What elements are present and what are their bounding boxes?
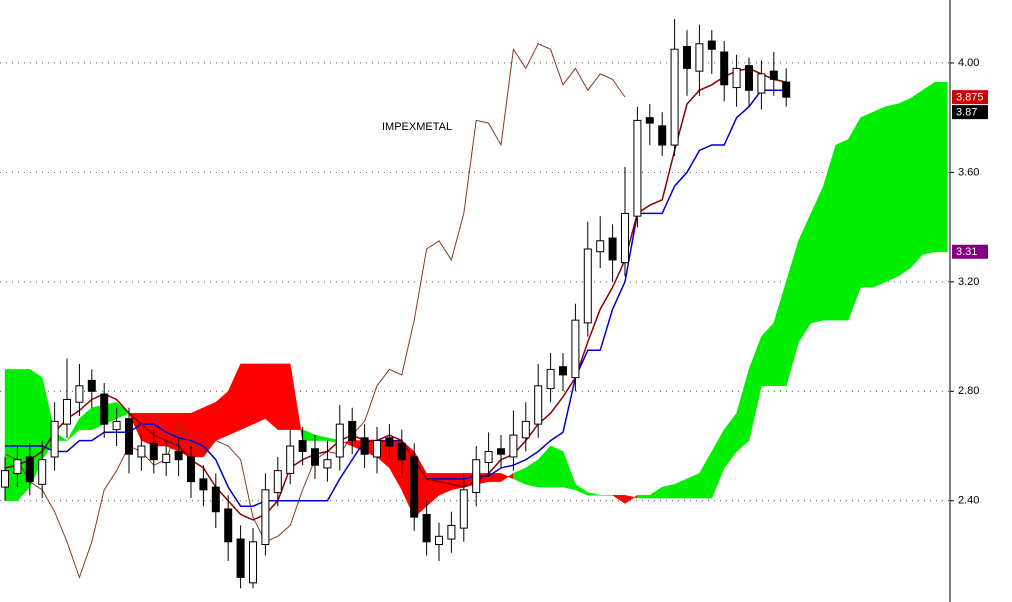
candle-body bbox=[149, 442, 158, 461]
candle-body bbox=[25, 456, 34, 483]
candle-body bbox=[249, 541, 257, 584]
cloud-segment bbox=[847, 116, 861, 321]
candle-body bbox=[583, 248, 592, 324]
candle-body bbox=[348, 420, 357, 442]
candle-body bbox=[459, 489, 468, 529]
candle-body bbox=[1, 470, 9, 488]
candle-body bbox=[273, 470, 282, 494]
candle-body bbox=[211, 486, 220, 513]
candle-body bbox=[174, 451, 183, 461]
candle-body bbox=[50, 420, 59, 458]
cloud-segment bbox=[153, 412, 167, 447]
candle-body bbox=[137, 445, 146, 458]
candle-body bbox=[559, 366, 567, 376]
cloud-segment bbox=[637, 495, 651, 499]
candle-body bbox=[782, 81, 791, 98]
price-label-box bbox=[952, 90, 988, 105]
candle-body bbox=[769, 70, 778, 80]
candle-body bbox=[745, 65, 753, 91]
candle-body bbox=[236, 538, 245, 578]
candle-body bbox=[521, 420, 530, 439]
candle-body bbox=[298, 440, 307, 452]
candle-body bbox=[645, 117, 654, 124]
candle-body bbox=[435, 535, 443, 546]
cloud-segment bbox=[885, 103, 899, 283]
cloud-segment bbox=[240, 363, 254, 430]
candle-body bbox=[596, 240, 605, 253]
candle-body bbox=[546, 368, 555, 390]
candle-body bbox=[397, 442, 406, 461]
candle-body bbox=[757, 73, 766, 94]
cloud-segment bbox=[277, 363, 291, 430]
candle-body bbox=[422, 513, 431, 543]
candle-body bbox=[707, 40, 716, 50]
cloud-segment bbox=[178, 412, 192, 458]
candle-body bbox=[38, 459, 47, 485]
cloud-segment bbox=[190, 407, 204, 458]
candle-body bbox=[695, 43, 704, 72]
y-tick-label: 3.60 bbox=[958, 166, 979, 178]
cloud-segment bbox=[835, 139, 849, 321]
candle-body bbox=[162, 453, 171, 463]
cloud-segment bbox=[934, 81, 948, 252]
candle-body bbox=[199, 478, 208, 491]
cloud-segment bbox=[587, 492, 601, 496]
candle-body bbox=[534, 385, 543, 425]
candle-body bbox=[100, 393, 109, 425]
candle-body bbox=[224, 508, 233, 543]
candle-body bbox=[63, 399, 71, 425]
candle-body bbox=[670, 48, 679, 146]
chart-title: IMPEXMETAL bbox=[382, 121, 452, 133]
candle-body bbox=[509, 434, 518, 458]
candle-body bbox=[497, 448, 505, 455]
candle-body bbox=[385, 437, 394, 447]
candle-body bbox=[608, 237, 617, 261]
candle-body bbox=[360, 437, 369, 455]
candle-body bbox=[484, 451, 493, 463]
candle-body bbox=[286, 445, 295, 474]
indicator-line bbox=[4, 67, 787, 521]
candle-body bbox=[187, 456, 195, 483]
candle-body bbox=[658, 125, 667, 146]
cloud-segment bbox=[909, 89, 923, 269]
candle-body bbox=[720, 51, 729, 86]
cloud-segment bbox=[860, 111, 874, 288]
cloud-segment bbox=[922, 81, 936, 255]
y-tick-label: 2.80 bbox=[958, 385, 979, 397]
price-label: 3.875 bbox=[956, 92, 984, 104]
candle-body bbox=[732, 67, 741, 89]
candle-body bbox=[323, 459, 332, 469]
cloud-segment bbox=[897, 98, 911, 277]
price-label-box bbox=[952, 105, 988, 120]
cloud-segment bbox=[872, 106, 886, 288]
y-tick-label: 2.40 bbox=[958, 495, 979, 507]
candle-body bbox=[447, 524, 456, 540]
candle-body bbox=[75, 385, 84, 403]
candle-body bbox=[633, 119, 642, 217]
price-label: 3.31 bbox=[956, 246, 977, 258]
price-label-box bbox=[952, 244, 988, 259]
candle-body bbox=[335, 423, 344, 458]
candle-body bbox=[125, 418, 133, 455]
candle-body bbox=[410, 456, 419, 518]
candle-body bbox=[621, 212, 629, 264]
cloud-segment bbox=[265, 363, 279, 431]
candle-body bbox=[261, 489, 270, 546]
candle-body bbox=[13, 459, 22, 474]
candle-body bbox=[311, 448, 319, 466]
cloud-segment bbox=[252, 363, 266, 425]
candle-body bbox=[112, 420, 121, 431]
candle-body bbox=[373, 440, 381, 458]
candle-body bbox=[87, 379, 96, 392]
y-tick-label: 4.00 bbox=[958, 57, 979, 69]
cloud-segment bbox=[550, 445, 564, 488]
candle-body bbox=[683, 46, 691, 69]
indicator-line bbox=[5, 89, 787, 507]
y-tick-label: 3.20 bbox=[958, 276, 979, 288]
price-label: 3.87 bbox=[956, 107, 977, 119]
candle-body bbox=[571, 319, 580, 379]
candle-body bbox=[472, 459, 481, 494]
